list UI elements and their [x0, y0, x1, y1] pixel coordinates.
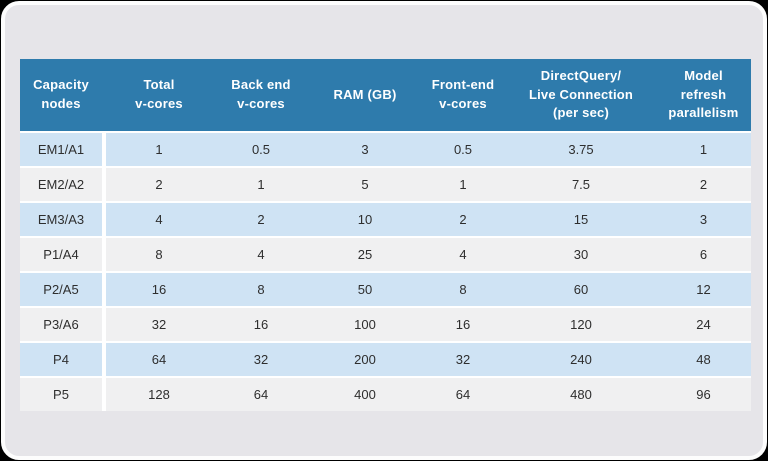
cell-capacity-node: P1/A4 [20, 238, 102, 271]
cell-capacity-node: EM3/A3 [20, 203, 102, 236]
cell-total-v-cores: 4 [106, 203, 212, 236]
cell-directquery: 240 [506, 343, 656, 376]
cell-ram-gb: 25 [310, 238, 420, 271]
cell-directquery: 15 [506, 203, 656, 236]
cell-total-v-cores: 8 [106, 238, 212, 271]
cell-front-end-v-cores: 0.5 [420, 133, 506, 166]
cell-total-v-cores: 2 [106, 168, 212, 201]
cell-ram-gb: 400 [310, 378, 420, 411]
cell-model-refresh: 6 [656, 238, 751, 271]
table-row-p4: P4 64 32 200 32 240 48 [20, 343, 751, 376]
cell-front-end-v-cores: 8 [420, 273, 506, 306]
table-header: Capacity nodes Total v-cores Back end v-… [20, 59, 751, 131]
cell-directquery: 120 [506, 308, 656, 341]
table-row-p5: P5 128 64 400 64 480 96 [20, 378, 751, 411]
table-row-p1-a4: P1/A4 8 4 25 4 30 6 [20, 238, 751, 271]
header-cell-front-end-v-cores: Front-end v-cores [431, 77, 495, 111]
cell-back-end-v-cores: 64 [212, 378, 310, 411]
cell-model-refresh: 3 [656, 203, 751, 236]
capacity-table: Capacity nodes Total v-cores Back end v-… [20, 59, 751, 411]
cell-capacity-node: P5 [20, 378, 102, 411]
cell-back-end-v-cores: 0.5 [212, 133, 310, 166]
cell-directquery: 60 [506, 273, 656, 306]
header-cell-model-refresh-parallelism: Model refresh parallelism [668, 67, 739, 121]
cell-total-v-cores: 128 [106, 378, 212, 411]
table-row-em1-a1: EM1/A1 1 0.5 3 0.5 3.75 1 [20, 133, 751, 166]
cell-back-end-v-cores: 2 [212, 203, 310, 236]
header-cell-capacity-nodes: Capacity nodes [33, 77, 89, 111]
cell-back-end-v-cores: 32 [212, 343, 310, 376]
cell-capacity-node: EM2/A2 [20, 168, 102, 201]
cell-back-end-v-cores: 4 [212, 238, 310, 271]
header-cell-back-end-v-cores: Back end v-cores [231, 77, 291, 111]
header-cell-ram-gb: RAM (GB) [333, 86, 397, 102]
cell-model-refresh: 12 [656, 273, 751, 306]
cell-total-v-cores: 16 [106, 273, 212, 306]
cell-ram-gb: 5 [310, 168, 420, 201]
cell-front-end-v-cores: 16 [420, 308, 506, 341]
cell-ram-gb: 50 [310, 273, 420, 306]
cell-front-end-v-cores: 64 [420, 378, 506, 411]
table-row-p2-a5: P2/A5 16 8 50 8 60 12 [20, 273, 751, 306]
cell-back-end-v-cores: 8 [212, 273, 310, 306]
header-cell-directquery-live-connection: DirectQuery/ Live Connection (per sec) [528, 67, 634, 121]
cell-capacity-node: P3/A6 [20, 308, 102, 341]
cell-total-v-cores: 64 [106, 343, 212, 376]
cell-capacity-node: P4 [20, 343, 102, 376]
table-row-p3-a6: P3/A6 32 16 100 16 120 24 [20, 308, 751, 341]
cell-model-refresh: 48 [656, 343, 751, 376]
cell-ram-gb: 200 [310, 343, 420, 376]
cell-capacity-node: EM1/A1 [20, 133, 102, 166]
cell-directquery: 7.5 [506, 168, 656, 201]
cell-capacity-node: P2/A5 [20, 273, 102, 306]
cell-front-end-v-cores: 1 [420, 168, 506, 201]
cell-ram-gb: 3 [310, 133, 420, 166]
cell-directquery: 3.75 [506, 133, 656, 166]
cell-back-end-v-cores: 16 [212, 308, 310, 341]
cell-directquery: 30 [506, 238, 656, 271]
cell-model-refresh: 2 [656, 168, 751, 201]
cell-model-refresh: 96 [656, 378, 751, 411]
cell-front-end-v-cores: 4 [420, 238, 506, 271]
header-cell-total-v-cores: Total v-cores [135, 77, 183, 111]
table-row-em3-a3: EM3/A3 4 2 10 2 15 3 [20, 203, 751, 236]
cell-directquery: 480 [506, 378, 656, 411]
table-row-em2-a2: EM2/A2 2 1 5 1 7.5 2 [20, 168, 751, 201]
cell-model-refresh: 1 [656, 133, 751, 166]
cell-front-end-v-cores: 2 [420, 203, 506, 236]
cell-total-v-cores: 1 [106, 133, 212, 166]
cell-total-v-cores: 32 [106, 308, 212, 341]
cell-ram-gb: 10 [310, 203, 420, 236]
cell-model-refresh: 24 [656, 308, 751, 341]
cell-front-end-v-cores: 32 [420, 343, 506, 376]
cell-ram-gb: 100 [310, 308, 420, 341]
cell-back-end-v-cores: 1 [212, 168, 310, 201]
